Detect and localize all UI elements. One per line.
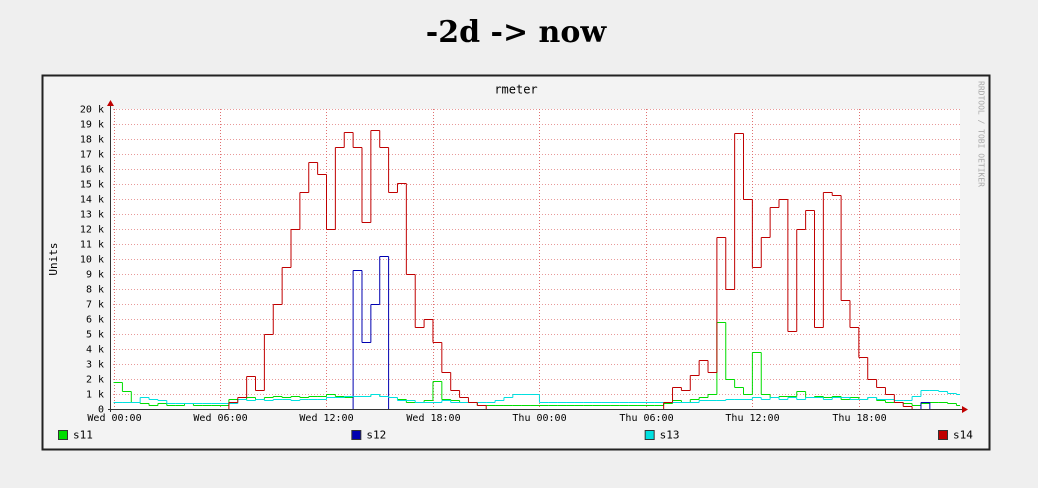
x-tick-label: Wed 12:00 (299, 413, 353, 424)
y-tick-label: 12 k (80, 225, 104, 236)
y-tick-label: 17 k (80, 150, 104, 161)
legend-label: s14 (953, 429, 973, 442)
x-tick-label: Wed 00:00 (87, 413, 141, 424)
y-tick-label: 6 k (86, 315, 104, 326)
y-tick-label: 16 k (80, 165, 104, 176)
grid (110, 109, 960, 410)
y-tick-label: 19 k (80, 120, 104, 131)
legend-label: s11 (73, 429, 93, 442)
y-tick-label: 11 k (80, 240, 104, 251)
y-tick-label: 0 (98, 405, 104, 416)
legend-label: s12 (366, 429, 386, 442)
page-title: -2d -> now (426, 15, 608, 50)
y-tick-label: 2 k (86, 375, 104, 386)
y-tick-label: 8 k (86, 285, 104, 296)
y-tick-label: 1 k (86, 390, 104, 401)
x-tick-label: Thu 12:00 (725, 413, 779, 424)
legend: s11 s12 s13 s14 (58, 429, 973, 442)
x-tick-label: Thu 06:00 (619, 413, 673, 424)
y-tick-label: 18 k (80, 135, 104, 146)
legend-swatch (58, 430, 68, 440)
legend-swatch (351, 430, 362, 440)
watermark: RRDTOOL / TOBI OETIKER (977, 81, 986, 187)
y-tick-label: 3 k (86, 360, 104, 371)
x-tick-label: Thu 00:00 (512, 413, 566, 424)
y-tick-label: 4 k (86, 345, 104, 356)
y-axis-label: Units (47, 242, 60, 275)
y-tick-label: 9 k (86, 270, 104, 281)
y-tick-label: 14 k (80, 195, 104, 206)
legend-label: s13 (660, 429, 680, 442)
y-tick-label: 5 k (86, 330, 104, 341)
y-axis-arrow (107, 100, 114, 106)
x-tick-label: Wed 18:00 (406, 413, 460, 424)
series (113, 130, 960, 410)
y-tick-label: 7 k (86, 300, 104, 311)
x-tick-label: Wed 06:00 (193, 413, 247, 424)
x-axis-arrow (962, 406, 968, 413)
x-tick-label: Thu 18:00 (832, 413, 886, 424)
series (113, 390, 960, 404)
y-tick-label: 10 k (80, 255, 104, 266)
legend-swatch (644, 430, 655, 440)
plot-area (110, 109, 960, 409)
y-tick-label: 13 k (80, 210, 104, 221)
y-tick-label: 20 k (80, 105, 104, 116)
y-tick-label: 15 k (80, 180, 104, 191)
chart-title: rmeter (494, 83, 537, 97)
legend-swatch (938, 430, 948, 440)
